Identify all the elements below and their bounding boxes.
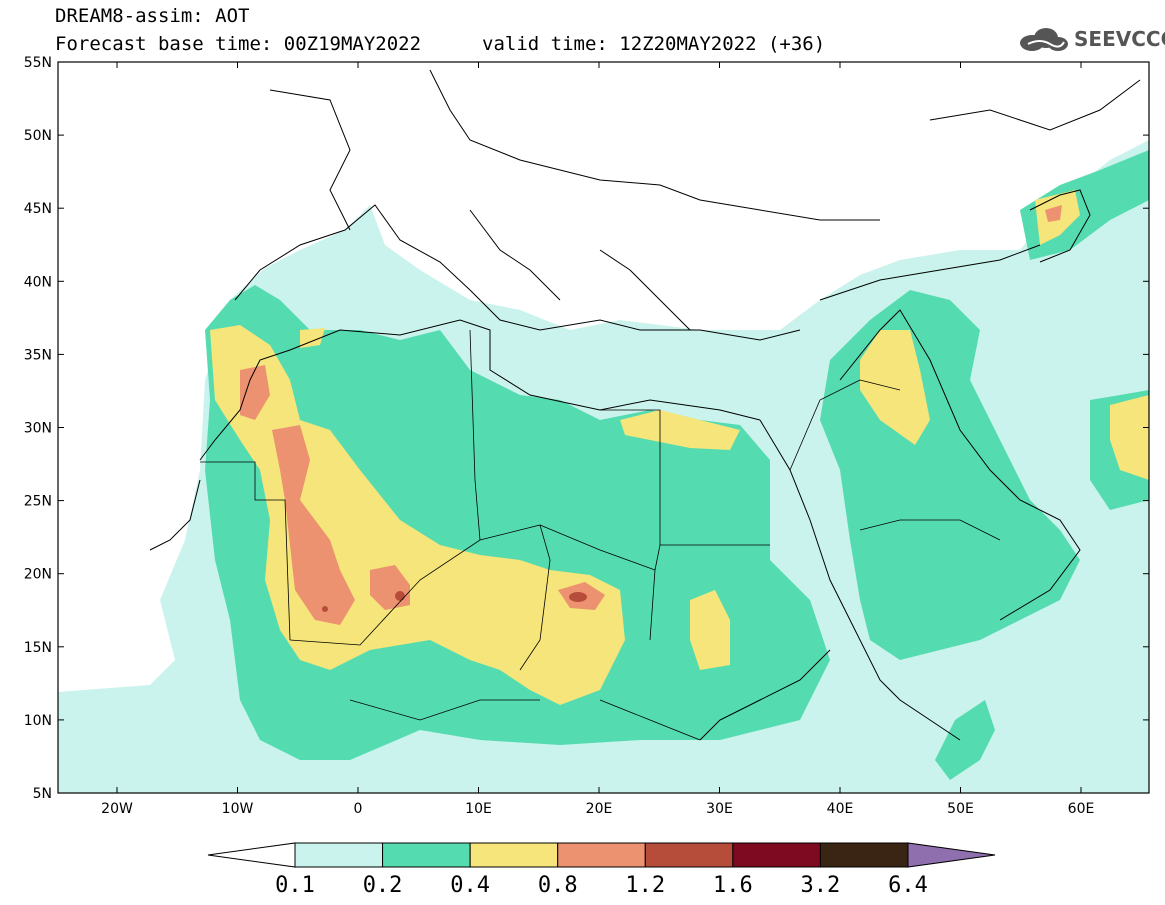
lon-label: 10E <box>465 801 492 817</box>
lat-label: 45N <box>24 201 52 217</box>
aot-field <box>58 62 1149 793</box>
aot-contour-medium <box>860 330 930 445</box>
aot-contour-medium <box>1110 395 1149 480</box>
aot-contour-very-high <box>569 592 587 602</box>
country-borders <box>200 329 1001 741</box>
colorbar-swatch <box>382 842 471 868</box>
colorbar-label: 0.4 <box>450 873 490 898</box>
aot-contour-medium <box>620 410 740 450</box>
aot-contour-high <box>272 425 355 625</box>
colorbar-swatch <box>644 842 734 868</box>
colorbar-label: 1.6 <box>713 873 753 898</box>
lat-label: 50N <box>24 128 52 144</box>
lat-label: 30N <box>24 421 52 437</box>
latitude-axis: 55N 50N 45N 40N 35N 30N 25N 20N 15N 10N 5N <box>24 55 1149 802</box>
colorbar-label: 6.4 <box>888 873 928 898</box>
lat-label: 55N <box>24 55 52 71</box>
seevccc-logo <box>1020 28 1068 51</box>
aot-contour-very-high <box>322 606 328 612</box>
lon-label: 0 <box>354 801 363 817</box>
lat-label: 5N <box>33 786 52 802</box>
aot-contour-low <box>935 700 995 780</box>
colorbar: 0.1 0.2 0.4 0.8 1.2 1.6 3.2 6.4 <box>207 842 996 898</box>
lat-label: 25N <box>24 494 52 510</box>
aot-contour-very-high <box>395 591 405 601</box>
forecast-base-time: Forecast base time: 00Z19MAY2022 <box>55 33 422 55</box>
lat-label: 10N <box>24 713 52 729</box>
lat-label: 20N <box>24 567 52 583</box>
colorbar-arrow-right <box>907 842 996 868</box>
colorbar-swatch <box>819 842 909 868</box>
lon-label: 40E <box>827 801 854 817</box>
lon-label: 60E <box>1068 801 1095 817</box>
lon-label: 20W <box>101 801 133 817</box>
colorbar-swatch <box>469 842 559 868</box>
colorbar-label: 3.2 <box>801 873 841 898</box>
colorbar-label: 0.1 <box>275 873 315 898</box>
logo-text: SEEVCCC <box>1074 27 1165 51</box>
lat-label: 40N <box>24 274 52 290</box>
map-title: DREAM8-assim: AOT <box>55 5 250 27</box>
lon-label: 50E <box>947 801 974 817</box>
colorbar-swatch <box>557 842 646 868</box>
valid-time: valid time: 12Z20MAY2022 (+36) <box>482 33 826 55</box>
colorbar-arrow-left <box>207 842 296 868</box>
colorbar-swatch <box>294 842 384 868</box>
lat-label: 35N <box>24 347 52 363</box>
colorbar-swatch <box>732 842 821 868</box>
lon-label: 20E <box>586 801 613 817</box>
longitude-axis: 20W 10W 0 10E 20E 30E 40E 50E 60E <box>101 62 1094 817</box>
colorbar-label: 0.8 <box>538 873 578 898</box>
aot-contour-high <box>240 365 270 420</box>
cloud-icon <box>1020 28 1068 51</box>
lon-label: 30E <box>706 801 733 817</box>
coastlines <box>149 69 1141 741</box>
lon-label: 10W <box>222 801 254 817</box>
lat-label: 15N <box>24 640 52 656</box>
colorbar-label: 0.2 <box>363 873 403 898</box>
colorbar-label: 1.2 <box>625 873 665 898</box>
aot-contour-medium <box>690 590 730 670</box>
aot-contour-high <box>1045 205 1062 222</box>
